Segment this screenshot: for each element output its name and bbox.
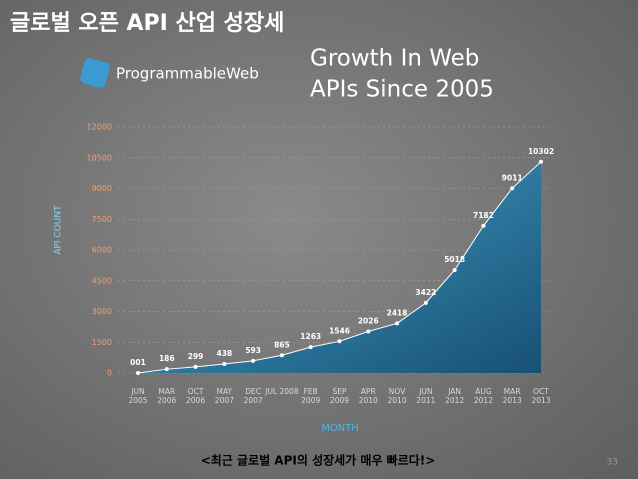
area [138, 161, 541, 373]
x-tick-label: APR 2010 [358, 387, 378, 405]
x-tick-label: JUN 2005 [128, 387, 148, 405]
point [222, 362, 227, 367]
value-label: 10302 [528, 147, 554, 156]
point [279, 353, 284, 358]
y-tick-label: 9000 [92, 184, 112, 193]
point [423, 300, 428, 305]
value-label: 7182 [473, 211, 494, 220]
point [337, 339, 342, 344]
page-number: 33 [607, 458, 618, 468]
x-tick-label: FEB 2009 [301, 387, 321, 405]
point [452, 268, 457, 273]
value-label: 438 [217, 349, 233, 358]
value-label: 001 [130, 358, 146, 367]
x-tick-label: OCT 2013 [531, 387, 551, 405]
x-tick-label: AUG 2012 [473, 387, 493, 405]
value-label: 299 [188, 352, 204, 361]
y-tick-label: 12000 [87, 123, 112, 132]
x-tick-label: SEP 2009 [329, 387, 350, 405]
y-tick-label: 3000 [92, 307, 112, 316]
point [395, 321, 400, 326]
point [481, 223, 486, 228]
slide-title: 글로벌 오픈 API 산업 성장세 [10, 11, 284, 36]
x-axis-label: MONTH [321, 423, 359, 434]
point [308, 345, 313, 350]
value-label: 3422 [415, 288, 436, 297]
point [539, 159, 543, 164]
point [251, 358, 256, 363]
y-axis-label: API COUNT [54, 205, 64, 255]
x-tick-label: MAR 2013 [502, 387, 522, 405]
point [510, 186, 515, 191]
value-label: 2026 [358, 316, 379, 325]
logo-text: ProgrammableWeb [116, 65, 259, 83]
chart-title: Growth In Web [310, 46, 479, 72]
x-tick-label: MAY 2007 [214, 387, 234, 405]
y-tick-label: 6000 [92, 246, 112, 255]
caption: <최근 글로벌 API의 성장세가 매우 빠르다!> [201, 453, 436, 468]
value-label: 1546 [329, 326, 350, 335]
y-tick-label: 7500 [92, 215, 112, 224]
x-tick-label: DEC 2007 [243, 387, 263, 405]
value-label: 1263 [300, 332, 321, 341]
value-label: 2418 [387, 308, 408, 317]
logo-icon [80, 58, 110, 88]
x-tick-label: JUN 2011 [416, 387, 436, 405]
point [366, 329, 371, 334]
point [164, 367, 169, 372]
value-label: 865 [274, 340, 290, 349]
chart-title: APIs Since 2005 [310, 77, 494, 103]
x-tick-label: JAN 2012 [445, 387, 465, 405]
y-tick-label: 0 [107, 369, 112, 378]
y-tick-label: 1500 [92, 338, 112, 347]
point [193, 364, 198, 369]
x-tick-label: JUL 2008 [265, 387, 299, 396]
value-label: 9011 [502, 173, 523, 182]
y-tick-label: 10500 [87, 153, 112, 162]
x-tick-label: NOV 2010 [387, 387, 407, 405]
value-label: 186 [159, 354, 175, 363]
y-tick-label: 4500 [92, 276, 112, 285]
x-tick-label: OCT 2006 [186, 387, 206, 405]
x-tick-label: MAR 2006 [157, 387, 177, 405]
value-label: 593 [245, 346, 261, 355]
point [136, 370, 140, 375]
value-label: 5018 [444, 255, 465, 264]
